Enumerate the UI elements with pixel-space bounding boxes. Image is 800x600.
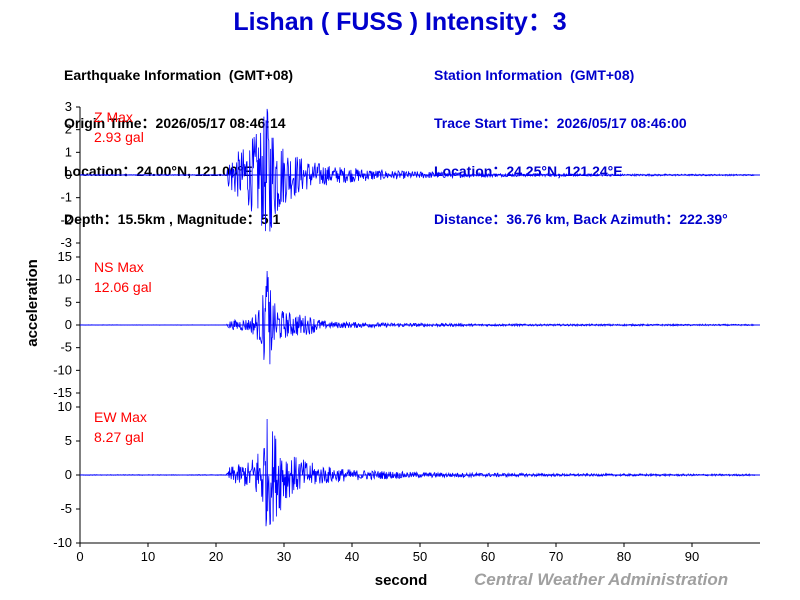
x-tick-label: 80 — [617, 549, 631, 564]
y-tick-label: 2 — [65, 122, 72, 137]
earthquake-info-heading: Earthquake Information (GMT+08) — [64, 67, 294, 83]
station-info: Station Information (GMT+08) Trace Start… — [434, 35, 728, 243]
station-info-heading: Station Information (GMT+08) — [434, 67, 635, 83]
x-tick-label: 90 — [685, 549, 699, 564]
y-tick-label: -15 — [53, 385, 72, 400]
y-tick-label: 3 — [65, 99, 72, 114]
max-value-z: 2.93 gal — [94, 129, 144, 145]
waveform-z — [79, 108, 755, 232]
max-label-ew: EW Max — [94, 409, 147, 425]
y-tick-label: 0 — [65, 317, 72, 332]
trace-start-time: Trace Start Time：2026/05/17 08:46:00 — [434, 115, 687, 131]
distance-azimuth: Distance：36.76 km, Back Azimuth：222.39° — [434, 211, 728, 227]
x-tick-label: 0 — [76, 549, 83, 564]
max-value-ns: 12.06 gal — [94, 279, 152, 295]
x-tick-label: 40 — [345, 549, 359, 564]
earthquake-info: Earthquake Information (GMT+08) Origin T… — [64, 35, 293, 243]
origin-time: Origin Time：2026/05/17 08:46:14 — [64, 115, 286, 131]
y-tick-label: 0 — [65, 167, 72, 182]
y-tick-label: 5 — [65, 433, 72, 448]
y-tick-label: 0 — [65, 467, 72, 482]
x-axis-label: second — [375, 572, 428, 589]
max-label-ns: NS Max — [94, 259, 144, 275]
page-title: Lishan ( FUSS ) Intensity：3 — [233, 8, 567, 36]
y-tick-label: -10 — [53, 535, 72, 550]
x-tick-label: 30 — [277, 549, 291, 564]
y-tick-label: 10 — [58, 272, 72, 287]
x-tick-label: 10 — [141, 549, 155, 564]
y-tick-label: -5 — [60, 340, 72, 355]
y-axis-label: acceleration — [24, 259, 41, 347]
max-value-ew: 8.27 gal — [94, 429, 144, 445]
y-tick-label: -1 — [60, 190, 72, 205]
waveform-ew — [79, 418, 755, 527]
y-tick-label: -5 — [60, 501, 72, 516]
x-tick-label: 60 — [481, 549, 495, 564]
y-tick-label: -2 — [60, 212, 72, 227]
y-tick-label: -3 — [60, 235, 72, 250]
x-tick-label: 20 — [209, 549, 223, 564]
footer-credit: Central Weather Administration — [474, 570, 729, 589]
y-tick-label: 1 — [65, 144, 72, 159]
y-tick-label: -10 — [53, 362, 72, 377]
depth-magnitude: Depth：15.5km , Magnitude：5.1 — [64, 211, 281, 227]
max-label-z: Z Max — [94, 109, 133, 125]
x-tick-label: 50 — [413, 549, 427, 564]
y-tick-label: 10 — [58, 399, 72, 414]
y-tick-label: 15 — [58, 249, 72, 264]
waveform-ns — [80, 270, 755, 365]
y-tick-label: 5 — [65, 294, 72, 309]
x-tick-label: 70 — [549, 549, 563, 564]
